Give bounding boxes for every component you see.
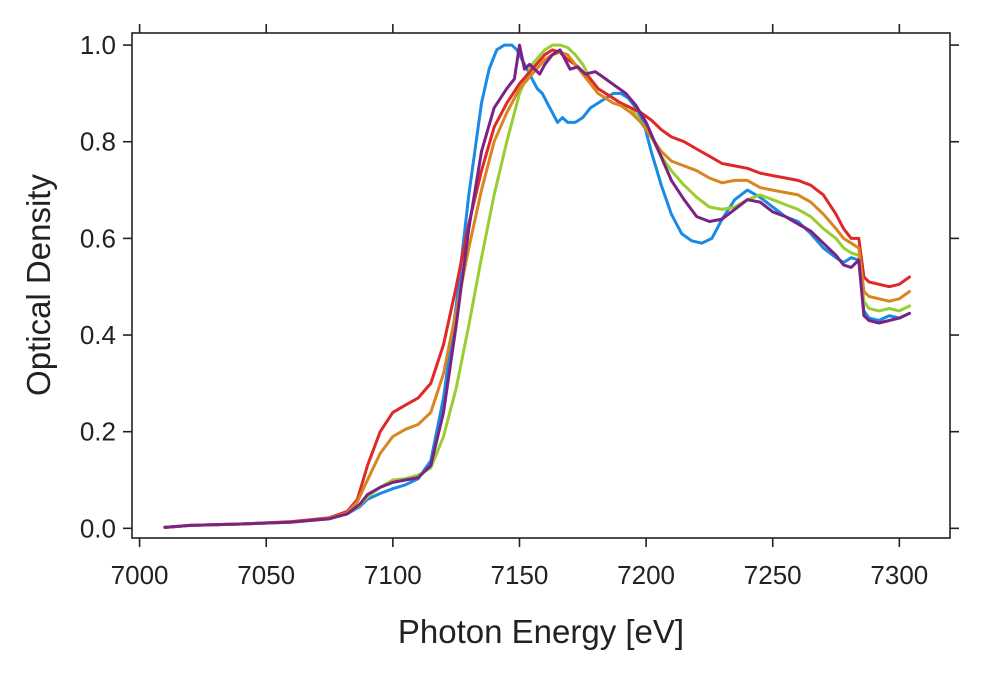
x-tick-label: 7150 — [491, 560, 549, 590]
series-layer — [163, 43, 911, 529]
x-tick-label: 7100 — [364, 560, 422, 590]
x-axis-ticks: 7000 7050 7100 7150 7200 7250 7300 — [111, 24, 928, 590]
x-tick-label: 7050 — [237, 560, 295, 590]
series-line-5 — [163, 43, 911, 529]
y-tick-label: 0.2 — [80, 417, 116, 447]
series-line-4 — [163, 50, 911, 529]
y-tick-label: 0.0 — [80, 513, 116, 543]
y-tick-label: 0.6 — [80, 223, 116, 253]
y-axis-ticks: 0.0 0.2 0.4 0.6 0.8 1.0 — [80, 30, 959, 543]
x-tick-label: 7200 — [617, 560, 675, 590]
x-tick-label: 7300 — [870, 560, 928, 590]
series-line-3 — [163, 48, 911, 529]
x-axis-title: Photon Energy [eV] — [398, 613, 684, 650]
y-tick-label: 0.8 — [80, 127, 116, 157]
y-axis-title: Optical Density — [20, 174, 57, 396]
x-tick-label: 7000 — [111, 560, 169, 590]
y-tick-label: 0.4 — [80, 320, 116, 350]
series-line-2 — [163, 43, 911, 529]
y-tick-label: 1.0 — [80, 30, 116, 60]
series-line-1 — [163, 43, 911, 529]
x-tick-label: 7250 — [744, 560, 802, 590]
plot-frame — [131, 32, 951, 539]
